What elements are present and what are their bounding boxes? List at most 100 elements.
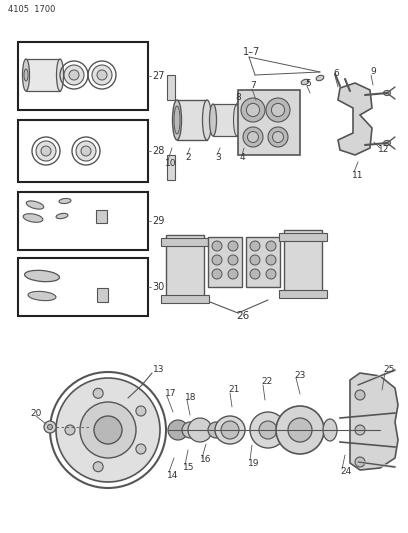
Ellipse shape [316,75,324,80]
Ellipse shape [221,421,239,439]
Circle shape [228,241,238,251]
Ellipse shape [56,213,68,219]
Circle shape [266,98,290,122]
Ellipse shape [174,106,180,134]
Bar [279,233,327,241]
Text: 2: 2 [185,154,191,163]
Circle shape [65,425,75,435]
Circle shape [355,425,365,435]
Text: 29: 29 [152,216,164,226]
Circle shape [212,241,222,251]
Bar [279,290,327,298]
Circle shape [212,269,222,279]
Circle shape [355,390,365,400]
Circle shape [93,389,103,398]
Bar [97,288,108,302]
Circle shape [268,127,288,147]
Ellipse shape [41,146,51,156]
Ellipse shape [233,104,240,136]
Text: 30: 30 [152,282,164,292]
Text: 15: 15 [183,464,195,472]
Circle shape [266,255,276,265]
Ellipse shape [92,65,112,85]
Text: 9: 9 [370,68,376,77]
Circle shape [273,132,284,142]
Circle shape [250,255,260,265]
Ellipse shape [36,141,56,161]
Circle shape [182,422,198,438]
Circle shape [228,269,238,279]
Circle shape [188,418,212,442]
Circle shape [288,418,312,442]
Ellipse shape [28,292,56,301]
Text: 24: 24 [340,467,351,477]
Text: 5: 5 [305,78,311,87]
Bar [96,210,107,223]
Text: 4: 4 [240,154,246,163]
Text: 17: 17 [165,389,177,398]
Ellipse shape [202,100,211,140]
Circle shape [241,98,265,122]
Ellipse shape [384,141,390,146]
Text: 7: 7 [250,82,256,91]
Ellipse shape [64,65,84,85]
Text: 4105  1700: 4105 1700 [8,4,55,13]
Ellipse shape [323,419,337,441]
Bar [166,235,204,300]
Text: 19: 19 [248,458,259,467]
Circle shape [94,416,122,444]
Ellipse shape [59,198,71,204]
Bar [161,238,209,246]
Text: 3: 3 [215,154,221,163]
Ellipse shape [69,70,79,80]
Circle shape [243,127,263,147]
Circle shape [266,241,276,251]
Circle shape [228,255,238,265]
Text: 22: 22 [261,377,272,386]
Text: 21: 21 [228,385,239,394]
Text: 23: 23 [294,370,305,379]
Text: 28: 28 [152,146,164,156]
Text: 27: 27 [152,71,164,81]
Text: 14: 14 [167,471,178,480]
Circle shape [355,457,365,467]
Ellipse shape [173,100,182,140]
Ellipse shape [81,146,91,156]
Ellipse shape [23,214,43,222]
Circle shape [248,132,259,142]
Bar [167,75,175,100]
Ellipse shape [76,141,96,161]
Text: 26: 26 [236,311,249,321]
Circle shape [80,402,136,458]
Text: 25: 25 [383,366,395,375]
Circle shape [47,424,53,430]
Circle shape [250,241,260,251]
Circle shape [208,422,224,438]
Text: 8: 8 [235,93,241,101]
Text: 11: 11 [352,171,364,180]
Circle shape [168,420,188,440]
Circle shape [266,269,276,279]
Bar [18,192,148,250]
Circle shape [276,406,324,454]
Bar [26,59,60,91]
Text: 6: 6 [333,69,339,77]
Text: 10: 10 [165,158,177,167]
Text: 18: 18 [185,392,197,401]
Ellipse shape [26,201,44,209]
Bar [177,100,207,140]
Circle shape [212,255,222,265]
Bar [18,42,148,110]
Bar [161,295,209,303]
Bar [213,104,237,136]
Circle shape [250,412,286,448]
Text: 1–7: 1–7 [243,47,260,57]
Ellipse shape [384,91,390,95]
Text: 16: 16 [200,456,211,464]
Ellipse shape [24,69,28,81]
Bar [167,155,175,180]
Ellipse shape [97,70,107,80]
Circle shape [259,421,277,439]
Circle shape [44,421,56,433]
Circle shape [271,103,285,117]
